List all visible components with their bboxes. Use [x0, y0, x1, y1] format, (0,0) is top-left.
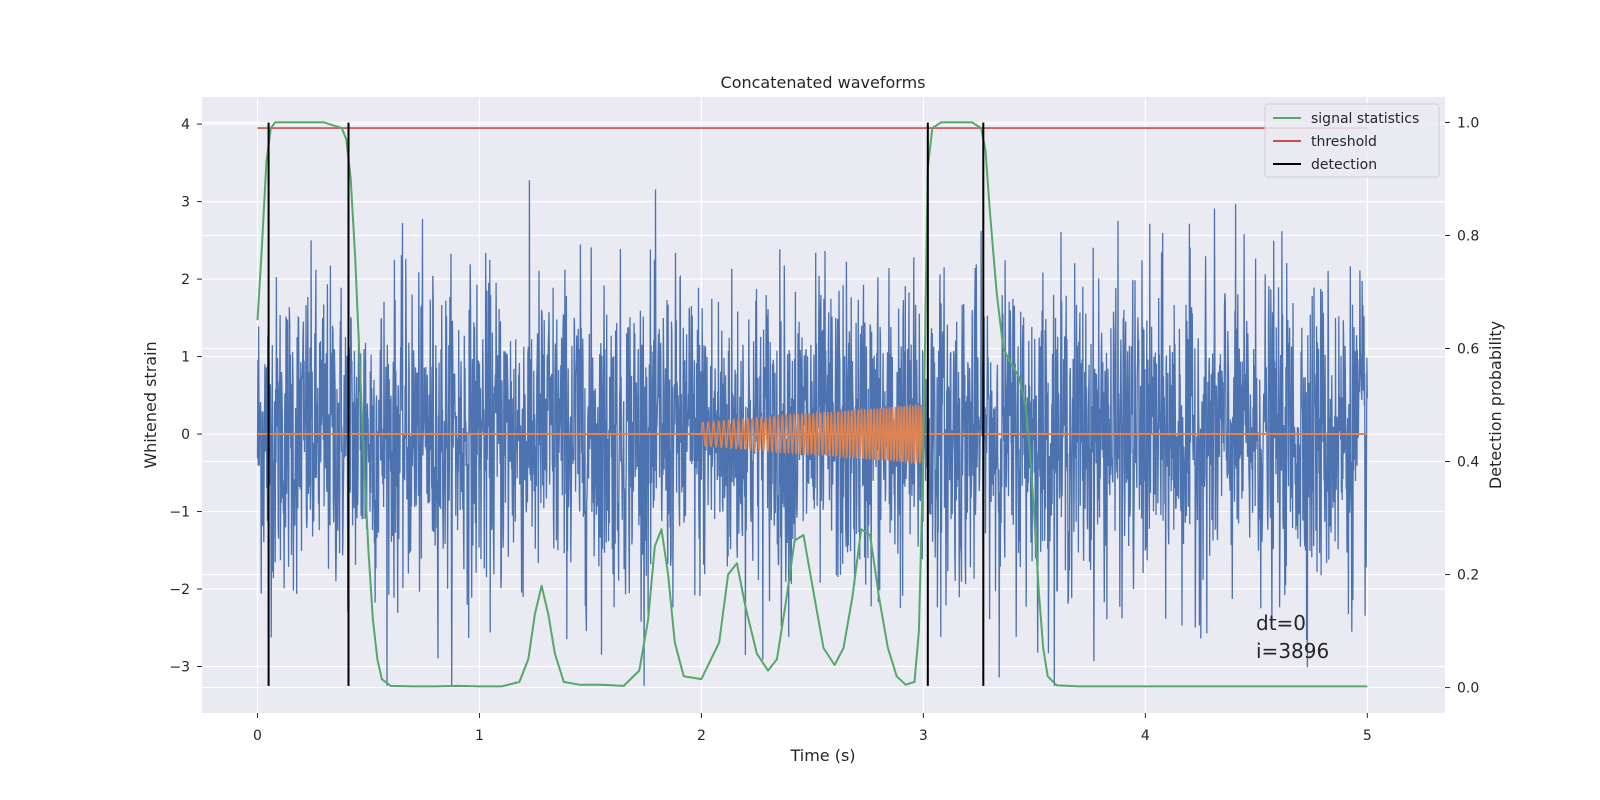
detection-series: [267, 122, 985, 686]
y-tick-label: −3: [169, 660, 190, 676]
chart-title: Concatenated waveforms: [721, 73, 926, 92]
injection-series: [257, 403, 1368, 466]
x-tick-label: 2: [697, 728, 706, 744]
y2-tick-label: 0.8: [1457, 228, 1479, 244]
y-tick-label: 2: [181, 272, 190, 288]
legend-entry: detection: [1311, 157, 1377, 173]
y2-tick-label: 1.0: [1457, 115, 1479, 131]
y-tick-label: −1: [169, 505, 190, 521]
x-axis: 0 1 2 3 4 5: [253, 713, 1372, 744]
y-axis-left: −3 −2 −1 0 1 2 3 4: [169, 117, 202, 676]
x-axis-label: Time (s): [789, 746, 855, 765]
y2-tick-label: 0.2: [1457, 568, 1479, 584]
annotation-dt: dt=0: [1256, 611, 1306, 635]
y-tick-label: 0: [181, 427, 190, 443]
y2-tick-label: 0.0: [1457, 681, 1479, 697]
annotation-index: i=3896: [1256, 639, 1329, 663]
y-tick-label: 4: [181, 117, 190, 133]
y2-tick-label: 0.4: [1457, 455, 1479, 471]
y-axis-right: 0.0 0.2 0.4 0.6 0.8 1.0: [1445, 115, 1479, 697]
x-tick-label: 4: [1141, 728, 1150, 744]
y-axis-label: Whitened strain: [141, 341, 160, 468]
legend-entry: signal statistics: [1311, 111, 1419, 127]
x-tick-label: 1: [475, 728, 484, 744]
y-tick-label: −2: [169, 582, 190, 598]
y-tick-label: 1: [181, 350, 190, 366]
signal-statistics-line: [256, 121, 1368, 688]
y2-axis-label: Detection probability: [1486, 321, 1505, 489]
x-tick-label: 5: [1363, 728, 1372, 744]
legend-box: [1264, 103, 1440, 178]
legend-entry: threshold: [1311, 134, 1377, 150]
x-tick-label: 0: [253, 728, 262, 744]
x-tick-label: 3: [919, 728, 928, 744]
signal-statistics-series: [256, 121, 1368, 688]
legend: signal statistics threshold detection: [1264, 103, 1440, 178]
y2-tick-label: 0.6: [1457, 341, 1479, 357]
injection-chirp: [700, 403, 925, 466]
y-tick-label: 3: [181, 195, 190, 211]
